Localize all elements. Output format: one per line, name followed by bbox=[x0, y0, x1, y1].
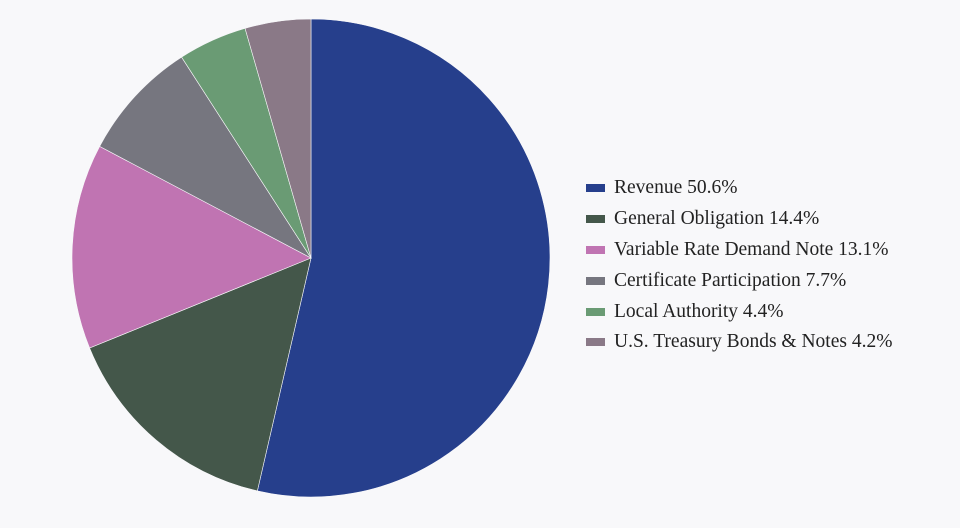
legend-label-general-obligation: General Obligation 14.4% bbox=[614, 208, 820, 230]
pie-slice-u-s-treasury-bonds-notes bbox=[244, 18, 312, 259]
legend-label-revenue: Revenue 50.6% bbox=[614, 177, 738, 199]
pie-chart-plot bbox=[71, 18, 551, 498]
pie-slice-general-obligation bbox=[89, 257, 312, 492]
pie-slice-certificate-participation bbox=[99, 56, 312, 259]
legend-swatch-variable-rate-demand-note bbox=[586, 245, 605, 254]
legend-item-variable-rate-demand-note: Variable Rate Demand Note 13.1% bbox=[586, 235, 892, 266]
legend-swatch-certificate-participation bbox=[586, 276, 605, 285]
pie-slice-variable-rate-demand-note bbox=[71, 145, 312, 349]
legend-label-certificate-participation: Certificate Participation 7.7% bbox=[614, 269, 847, 291]
legend-swatch-general-obligation bbox=[586, 215, 605, 224]
legend-label-variable-rate-demand-note: Variable Rate Demand Note 13.1% bbox=[614, 238, 889, 260]
legend-item-general-obligation: General Obligation 14.4% bbox=[586, 204, 892, 235]
legend-label-local-authority: Local Authority 4.4% bbox=[614, 300, 784, 322]
pie-slices bbox=[71, 18, 551, 498]
legend-swatch-us-treasury-bonds-notes bbox=[586, 338, 605, 347]
legend-item-local-authority: Local Authority 4.4% bbox=[586, 296, 892, 327]
legend-item-us-treasury-bonds-notes: U.S. Treasury Bonds & Notes 4.2% bbox=[586, 327, 892, 358]
pie-slice-revenue bbox=[257, 18, 551, 498]
legend-item-revenue: Revenue 50.6% bbox=[586, 173, 892, 204]
legend-item-certificate-participation: Certificate Participation 7.7% bbox=[586, 265, 892, 296]
legend-label-us-treasury-bonds-notes: U.S. Treasury Bonds & Notes 4.2% bbox=[614, 331, 893, 353]
legend: Revenue 50.6% General Obligation 14.4% V… bbox=[586, 173, 892, 358]
legend-swatch-local-authority bbox=[586, 307, 605, 316]
legend-swatch-revenue bbox=[586, 184, 605, 193]
